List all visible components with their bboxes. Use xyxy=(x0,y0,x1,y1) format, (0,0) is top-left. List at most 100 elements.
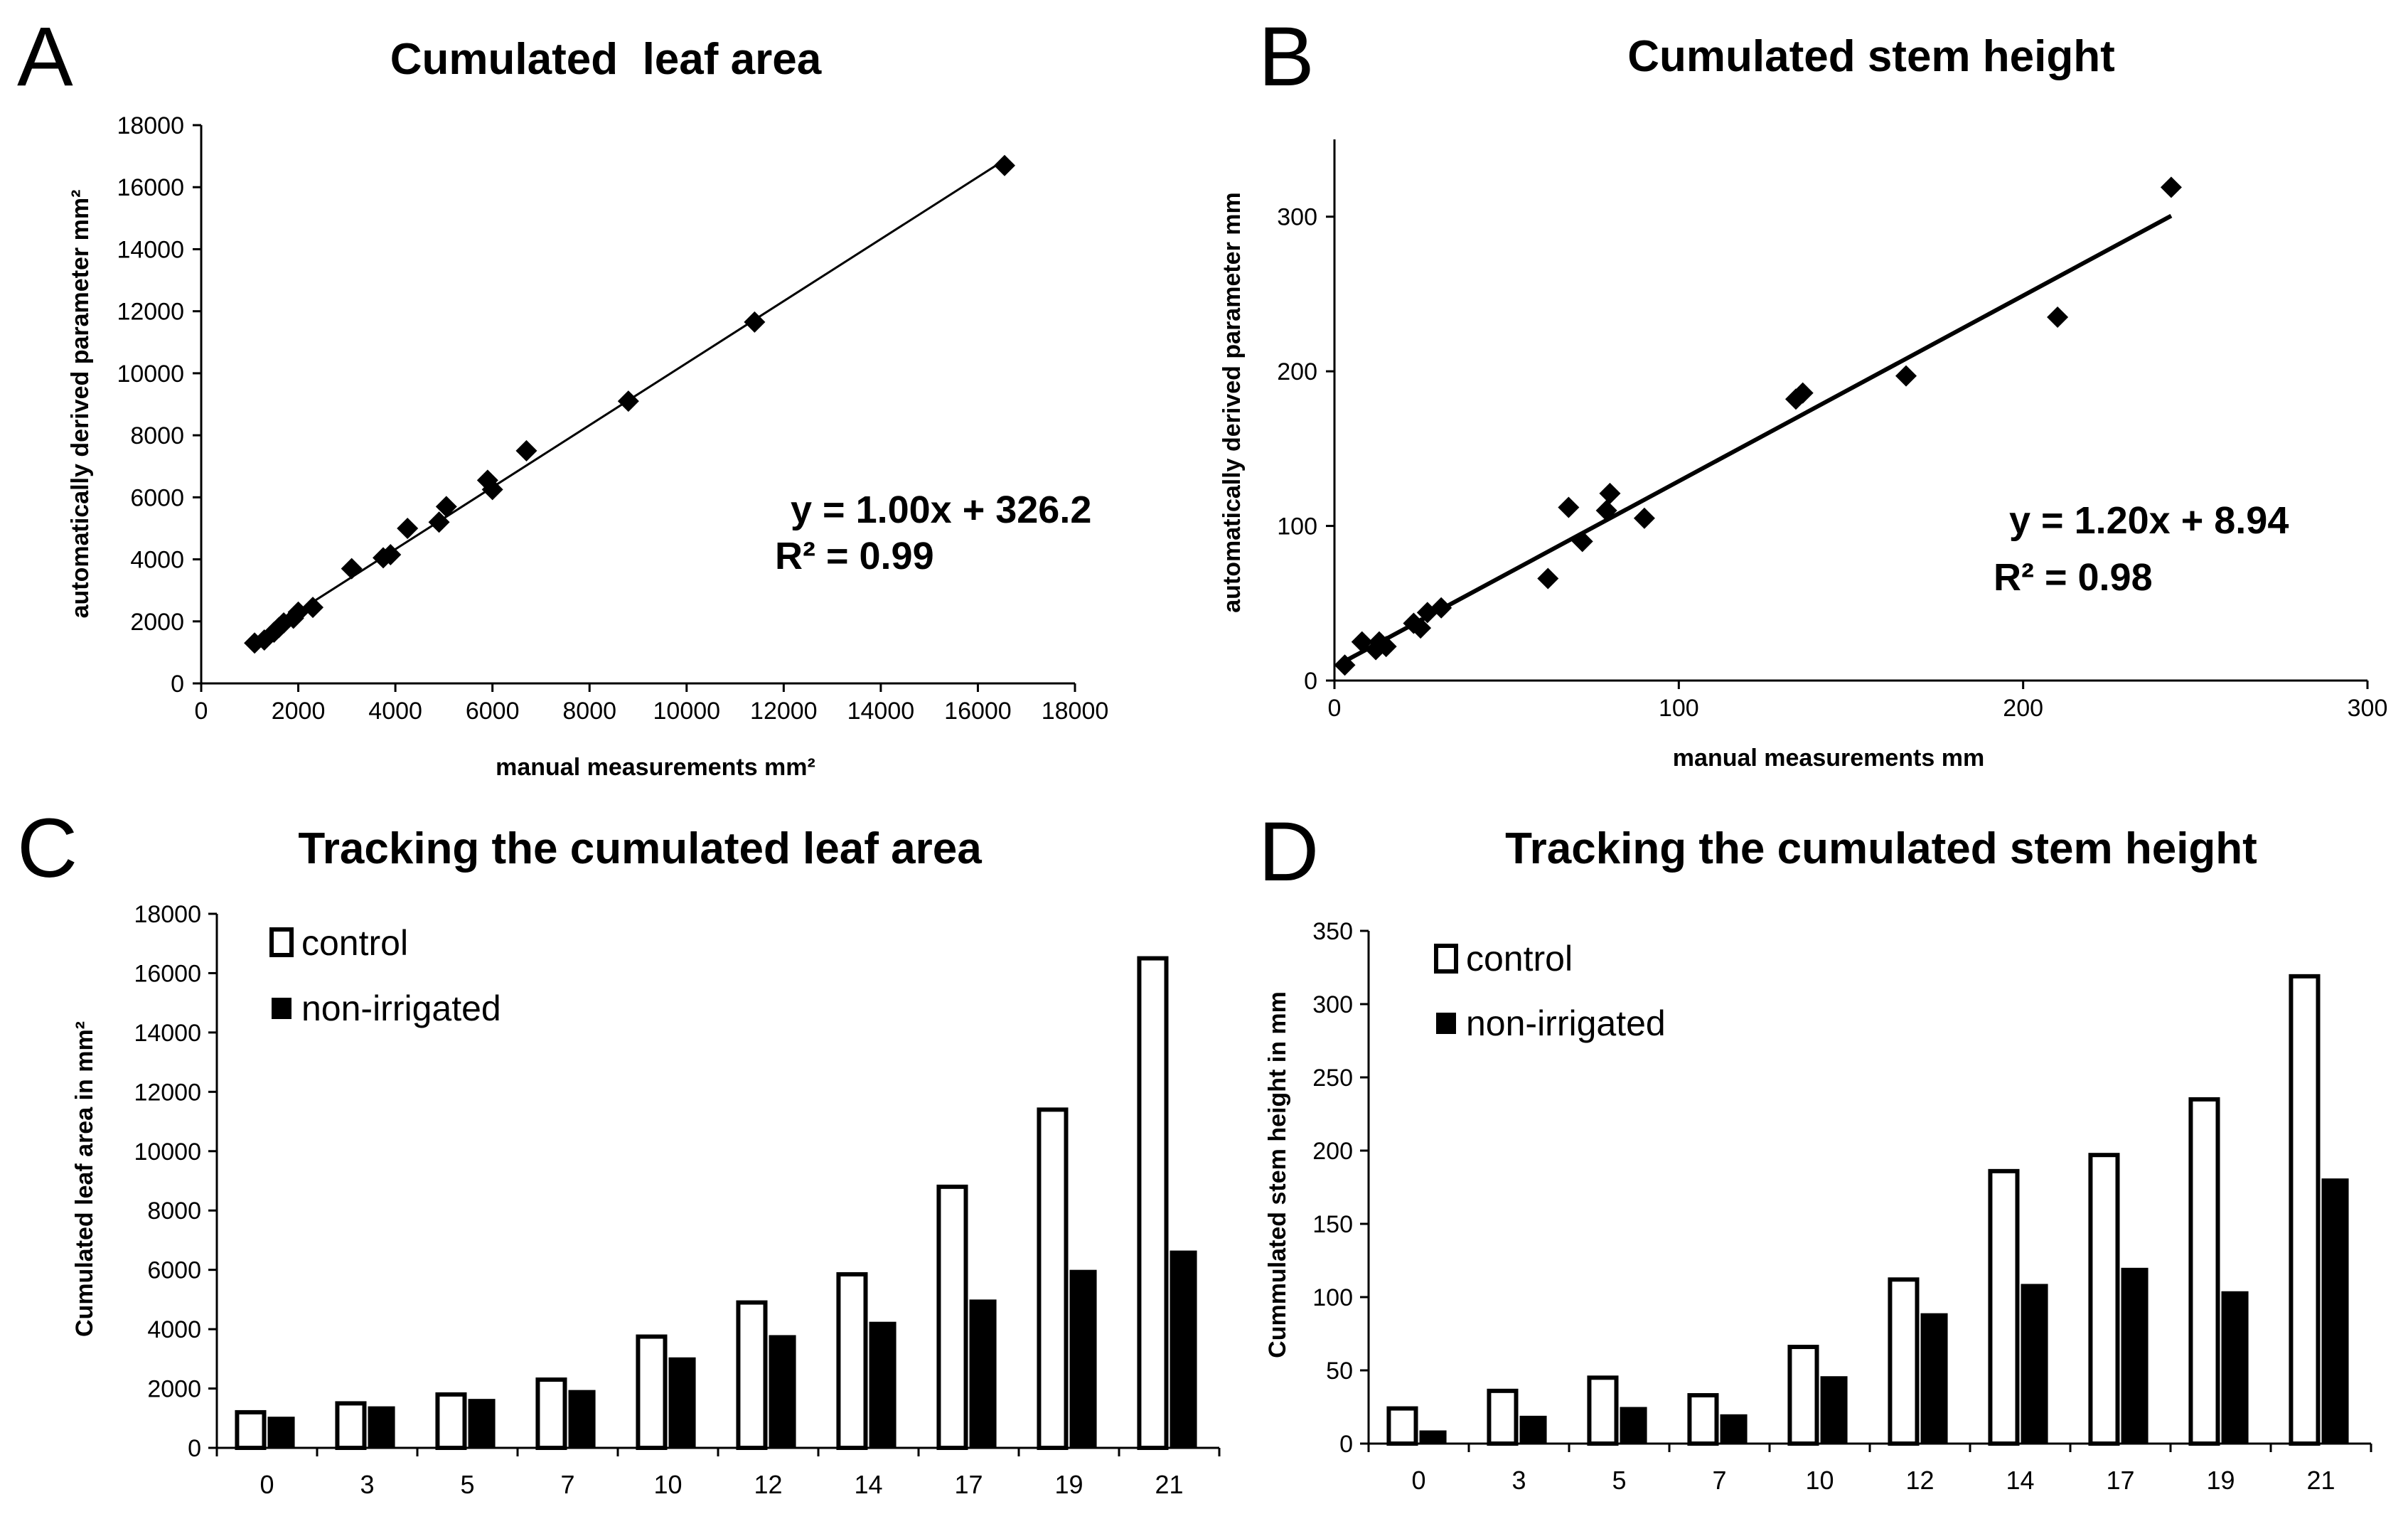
x-tick-label-c: 7 xyxy=(560,1470,574,1499)
bar-non-irrigated-c xyxy=(769,1335,796,1448)
x-tick-label-d: 21 xyxy=(2306,1466,2335,1495)
bar-control-d xyxy=(1386,1406,1418,1446)
y-tick-label-b: 0 xyxy=(1304,668,1317,695)
bar-control-c xyxy=(535,1377,567,1451)
x-tick-label-c: 17 xyxy=(954,1470,983,1499)
y-tick-label-c: 6000 xyxy=(147,1257,201,1284)
legend-swatch-non-irrigated-d xyxy=(1436,1013,1456,1034)
y-tick-label-a: 14000 xyxy=(117,236,184,263)
legend-label-non-irrigated-d: non-irrigated xyxy=(1466,1003,1666,1043)
bar-control-c xyxy=(235,1409,267,1451)
legend-label-non-irrigated-c: non-irrigated xyxy=(301,988,501,1028)
y-axis-title-d: Cummulated stem height in mm xyxy=(1264,991,1291,1358)
y-tick-label-b: 200 xyxy=(1277,358,1317,385)
bar-non-irrigated-c xyxy=(1069,1269,1097,1448)
plot-area-a: 0 2000 4000 6000 8000 10000 12000 14000 16000 180… xyxy=(117,112,1108,725)
panel-letter-c: C xyxy=(17,801,77,895)
data-point-a xyxy=(617,390,639,412)
x-tick-label-c: 3 xyxy=(360,1470,374,1499)
bar-control-d xyxy=(2088,1153,2120,1446)
y-axis-title-b: automatically derived parameter mm xyxy=(1219,192,1246,612)
bar-non-irrigated-c xyxy=(969,1299,997,1448)
bar-control-d xyxy=(1687,1393,1719,1446)
data-point-a xyxy=(481,479,503,501)
bar-non-irrigated-d xyxy=(2221,1291,2249,1444)
panel-d: D Tracking the cumulated stem height 0 50… xyxy=(1258,805,2372,1495)
x-tick-label-a: 0 xyxy=(195,698,208,725)
y-tick-label-a: 0 xyxy=(171,671,184,698)
legend-label-control-d: control xyxy=(1466,939,1573,979)
bar-control-c xyxy=(1037,1107,1069,1451)
x-tick-label-c: 10 xyxy=(653,1470,682,1499)
x-tick-label-c: 5 xyxy=(460,1470,474,1499)
bar-non-irrigated-c xyxy=(368,1406,395,1448)
y-tick-label-c: 18000 xyxy=(134,901,201,928)
x-axis-title-a: manual measurements mm² xyxy=(496,754,815,781)
bar-non-irrigated-d xyxy=(1720,1414,1748,1444)
chart-title-c: Tracking the cumulated leaf area xyxy=(298,824,982,873)
bar-control-d xyxy=(1587,1375,1619,1446)
data-point-b xyxy=(2047,306,2069,329)
bar-control-d xyxy=(1787,1345,1819,1446)
bar-control-c xyxy=(435,1392,467,1451)
y-tick-label-a: 18000 xyxy=(117,112,184,139)
x-tick-label-d: 3 xyxy=(1511,1466,1526,1495)
x-tick-label-d: 7 xyxy=(1712,1466,1726,1495)
data-point-b xyxy=(1633,507,1655,529)
y-tick-label-c: 8000 xyxy=(147,1198,201,1225)
trendline-b xyxy=(1340,213,2173,665)
y-tick-label-a: 16000 xyxy=(117,174,184,201)
y-axis-title-a: automatically derived parameter mm² xyxy=(67,190,94,619)
panel-b: B Cumulated stem height 0 100 200 300 0 100 20… xyxy=(1219,10,2387,772)
data-point-a xyxy=(428,511,450,533)
y-tick-label-c: 16000 xyxy=(134,960,201,987)
bar-control-d xyxy=(1487,1388,1519,1446)
data-point-a xyxy=(397,517,419,539)
chart-title-b: Cumulated stem height xyxy=(1627,32,2115,81)
x-tick-label-a: 2000 xyxy=(272,698,326,725)
bar-control-c xyxy=(335,1401,367,1450)
r-squared-a: R² = 0.99 xyxy=(775,535,934,577)
chart-title-d: Tracking the cumulated stem height xyxy=(1505,824,2257,873)
x-tick-label-b: 0 xyxy=(1328,695,1342,722)
data-point-a xyxy=(744,311,766,333)
data-point-b xyxy=(1375,636,1397,658)
data-point-a xyxy=(435,496,457,518)
x-tick-label-d: 14 xyxy=(2006,1466,2034,1495)
x-tick-label-d: 12 xyxy=(1905,1466,1934,1495)
bar-non-irrigated-d xyxy=(2321,1178,2349,1444)
x-tick-label-b: 200 xyxy=(2003,695,2043,722)
x-tick-label-d: 5 xyxy=(1612,1466,1626,1495)
data-point-b xyxy=(1410,617,1432,639)
y-tick-label-c: 14000 xyxy=(134,1020,201,1047)
r-squared-b: R² = 0.98 xyxy=(1994,556,2153,599)
data-point-b xyxy=(1792,382,1814,404)
x-tick-label-c: 19 xyxy=(1054,1470,1083,1499)
y-tick-label-d: 50 xyxy=(1326,1358,1353,1385)
y-tick-label-a: 2000 xyxy=(130,609,184,636)
y-tick-label-a: 8000 xyxy=(130,422,184,449)
x-tick-label-d: 17 xyxy=(2106,1466,2134,1495)
plot-area-c: 0 2000 4000 6000 8000 10000 12000 14000 16000 180… xyxy=(134,901,1221,1499)
y-tick-label-d: 200 xyxy=(1312,1138,1353,1165)
bar-control-d xyxy=(2188,1097,2220,1446)
x-tick-label-d: 19 xyxy=(2206,1466,2235,1495)
data-point-b xyxy=(1334,654,1356,676)
legend-swatch-control-d xyxy=(1434,944,1458,974)
y-axis-title-c: Cumulated leaf area in mm² xyxy=(71,1021,98,1337)
data-point-a xyxy=(380,544,402,566)
y-tick-label-d: 350 xyxy=(1312,918,1353,945)
bar-non-irrigated-d xyxy=(1920,1313,1948,1444)
y-tick-label-d: 250 xyxy=(1312,1065,1353,1092)
y-tick-label-d: 0 xyxy=(1339,1431,1353,1458)
data-point-a xyxy=(515,439,537,462)
legend-c: control non-irrigated xyxy=(269,923,501,1028)
x-tick-label-c: 12 xyxy=(754,1470,782,1499)
y-tick-label-d: 100 xyxy=(1312,1284,1353,1311)
panel-letter-d: D xyxy=(1258,805,1319,899)
y-tick-label-b: 300 xyxy=(1277,204,1317,231)
panel-a: A Cumulated leaf area 0 2000 4000 6000 8000 1… xyxy=(17,10,1108,781)
x-tick-label-c: 14 xyxy=(854,1470,882,1499)
plot-area-d: 0 50 100 150 200 250 300 350 0 3 5 7 10 12 14 17 19 21 xyxy=(1312,918,2372,1495)
